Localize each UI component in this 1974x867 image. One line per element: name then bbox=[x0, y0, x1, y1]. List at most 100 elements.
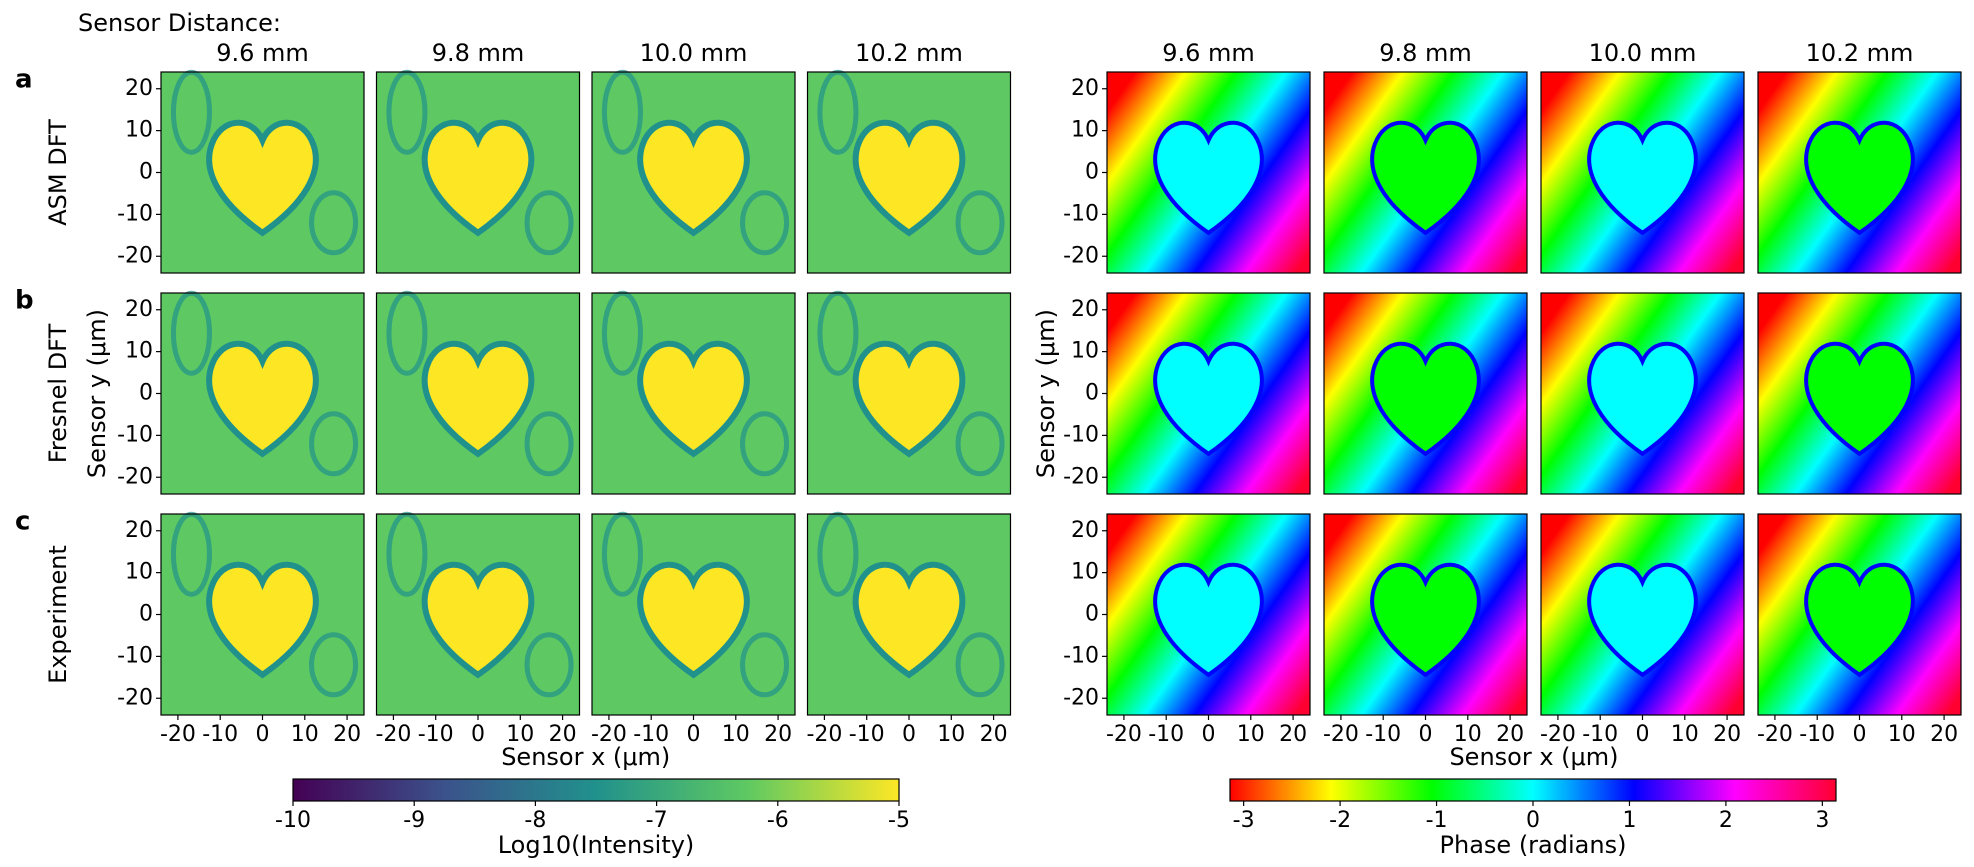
x-tick-label: 0 bbox=[1853, 722, 1867, 747]
x-tick-label: -10 bbox=[1582, 722, 1618, 747]
panel-frame bbox=[806, 71, 1012, 274]
header: Sensor Distance: bbox=[78, 9, 281, 37]
column-title: 9.6 mm bbox=[216, 39, 309, 67]
x-tick-label: -20 bbox=[1106, 722, 1142, 747]
x-tick-label: 20 bbox=[1713, 722, 1741, 747]
x-tick-label: 20 bbox=[333, 722, 361, 747]
y-tick-label: -10 bbox=[1063, 201, 1099, 226]
phase-image bbox=[1324, 293, 1527, 494]
intensity-image bbox=[808, 72, 1011, 273]
panel-frame bbox=[1757, 292, 1962, 495]
colorbar bbox=[292, 778, 900, 802]
intensity-image bbox=[592, 293, 795, 494]
x-tick-label: 10 bbox=[1454, 722, 1482, 747]
panel-frame bbox=[375, 71, 581, 274]
phase-image bbox=[1107, 514, 1310, 715]
x-tick-label: 20 bbox=[980, 722, 1008, 747]
y-tick-label: 20 bbox=[1071, 76, 1099, 101]
x-axis-label: Sensor x (μm) bbox=[1449, 743, 1618, 771]
column-title: 9.8 mm bbox=[1379, 39, 1472, 67]
column-title: 10.2 mm bbox=[1806, 39, 1914, 67]
row-label: Fresnel DFT bbox=[44, 323, 72, 463]
column-title: 10.0 mm bbox=[1589, 39, 1697, 67]
y-tick-label: -10 bbox=[1063, 422, 1099, 447]
x-tick-label: 0 bbox=[1636, 722, 1650, 747]
y-tick-label: -20 bbox=[1063, 685, 1099, 710]
phase-image bbox=[1758, 293, 1961, 494]
phase-image bbox=[1758, 72, 1961, 273]
x-axis-label: Sensor x (μm) bbox=[501, 743, 670, 771]
x-tick-label: 20 bbox=[549, 722, 577, 747]
y-tick-label: 20 bbox=[1071, 297, 1099, 322]
y-tick-label: 10 bbox=[125, 118, 153, 143]
x-tick-label: -10 bbox=[1365, 722, 1401, 747]
panel-frame bbox=[591, 292, 796, 495]
colorbar-tick-label: -7 bbox=[646, 808, 668, 833]
intensity-image bbox=[161, 514, 364, 715]
x-tick-label: 0 bbox=[902, 722, 916, 747]
panel-frame bbox=[1323, 292, 1528, 495]
x-tick-label: 10 bbox=[1237, 722, 1265, 747]
colorbar-tick-label: -6 bbox=[767, 808, 789, 833]
colorbar-tick-label: -2 bbox=[1329, 808, 1351, 833]
colorbar-tick-label: -10 bbox=[275, 808, 311, 833]
y-tick-label: -10 bbox=[1063, 643, 1099, 668]
y-tick-label: -20 bbox=[117, 685, 153, 710]
x-tick-label: -20 bbox=[1540, 722, 1576, 747]
y-tick-label: 20 bbox=[125, 518, 153, 543]
x-tick-label: 10 bbox=[506, 722, 534, 747]
colorbar bbox=[1229, 778, 1837, 802]
phase-image bbox=[1324, 514, 1527, 715]
y-tick-label: -10 bbox=[117, 643, 153, 668]
column-title: 9.8 mm bbox=[432, 39, 525, 67]
colorbar-tick-label: 3 bbox=[1815, 808, 1829, 833]
x-tick-label: 20 bbox=[1930, 722, 1958, 747]
x-tick-label: 0 bbox=[256, 722, 270, 747]
y-tick-label: 20 bbox=[1071, 518, 1099, 543]
intensity-image bbox=[161, 293, 364, 494]
x-tick-label: -20 bbox=[375, 722, 411, 747]
y-tick-label: 0 bbox=[1085, 381, 1099, 406]
column-title: 9.6 mm bbox=[1162, 39, 1255, 67]
colorbar-label: Phase (radians) bbox=[1440, 831, 1627, 859]
column-title: 10.0 mm bbox=[640, 39, 748, 67]
row-label: ASM DFT bbox=[44, 119, 72, 226]
y-tick-label: 10 bbox=[1071, 339, 1099, 364]
phase-image bbox=[1541, 293, 1744, 494]
x-tick-label: 20 bbox=[764, 722, 792, 747]
x-tick-label: 0 bbox=[1202, 722, 1216, 747]
intensity-image bbox=[377, 72, 580, 273]
intensity-image bbox=[808, 514, 1011, 715]
y-tick-label: -20 bbox=[1063, 464, 1099, 489]
colorbar-label: Log10(Intensity) bbox=[498, 831, 695, 859]
intensity-image bbox=[377, 514, 580, 715]
y-tick-label: 0 bbox=[139, 602, 153, 627]
y-tick-label: 20 bbox=[125, 297, 153, 322]
intensity-image bbox=[161, 72, 364, 273]
x-tick-label: -10 bbox=[1799, 722, 1835, 747]
colorbar-tick-label: -1 bbox=[1426, 808, 1448, 833]
colorbar-tick-label: -8 bbox=[524, 808, 546, 833]
y-tick-label: 0 bbox=[139, 381, 153, 406]
y-tick-label: 0 bbox=[1085, 160, 1099, 185]
panel-frame bbox=[375, 292, 581, 495]
x-tick-label: 10 bbox=[1888, 722, 1916, 747]
x-tick-label: -20 bbox=[1323, 722, 1359, 747]
x-tick-label: -10 bbox=[202, 722, 238, 747]
phase-image bbox=[1324, 72, 1527, 273]
colorbar-tick-label: 1 bbox=[1622, 808, 1636, 833]
phase-image bbox=[1107, 72, 1310, 273]
row-letter: c bbox=[15, 507, 30, 537]
y-axis-label: Sensor y (μm) bbox=[83, 309, 111, 478]
colorbar-tick-label: 2 bbox=[1719, 808, 1733, 833]
y-tick-label: 20 bbox=[125, 76, 153, 101]
y-tick-label: 10 bbox=[1071, 560, 1099, 585]
panel-frame bbox=[1757, 71, 1962, 274]
colorbar-tick-label: -3 bbox=[1233, 808, 1255, 833]
x-tick-label: -10 bbox=[849, 722, 885, 747]
x-tick-label: -20 bbox=[1757, 722, 1793, 747]
x-tick-label: -20 bbox=[160, 722, 196, 747]
y-tick-label: -10 bbox=[117, 201, 153, 226]
colorbar-tick-label: -9 bbox=[403, 808, 425, 833]
